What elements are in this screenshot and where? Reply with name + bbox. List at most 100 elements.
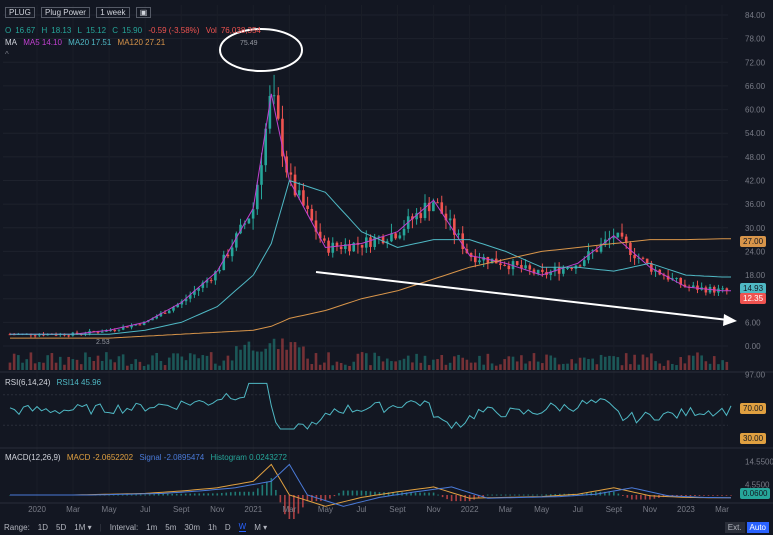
interval-tag[interactable]: 1 week: [96, 7, 130, 18]
volume-bar: [138, 361, 142, 370]
volume-bar: [356, 353, 360, 370]
macd-histogram-bar: [640, 495, 642, 500]
time-tick-label: Jul: [140, 505, 150, 514]
volume-bar: [42, 362, 45, 370]
interval-m[interactable]: M ▾: [254, 522, 268, 532]
candle-body: [390, 233, 393, 242]
volume-bar: [679, 357, 683, 370]
range-5d[interactable]: 5D: [56, 522, 67, 532]
range-1m[interactable]: 1M ▾: [74, 522, 92, 532]
candle-body: [599, 243, 603, 252]
volume-bar: [637, 364, 641, 370]
candle-body: [255, 184, 259, 210]
volume-bar: [503, 359, 506, 370]
range-label: Range:: [4, 522, 30, 532]
volume-bar: [272, 338, 276, 370]
macd-histogram-bar: [117, 494, 119, 496]
volume-bar: [612, 356, 615, 370]
macd-histogram-bar: [365, 490, 367, 496]
candle-body: [293, 174, 297, 196]
macd-histogram-bar: [356, 490, 358, 496]
volume-bar: [126, 365, 129, 370]
volume-bar: [130, 363, 133, 370]
macd-histogram-bar: [130, 494, 133, 496]
candle-body: [427, 202, 431, 212]
volume-bar: [423, 355, 427, 370]
candle-body: [339, 246, 343, 250]
macd-histogram-bar: [414, 492, 417, 496]
candle-body: [318, 231, 322, 239]
volume-bar: [482, 364, 485, 370]
macd-histogram-bar: [157, 493, 160, 496]
volume-bar: [293, 342, 297, 370]
macd-histogram-bar: [135, 494, 137, 496]
candle-body: [335, 242, 339, 247]
candle-body: [134, 324, 138, 326]
range-1d[interactable]: 1D: [37, 522, 49, 532]
ext-button[interactable]: Ext.: [724, 521, 745, 533]
auto-button[interactable]: Auto: [746, 521, 769, 533]
volume-bar: [323, 362, 326, 370]
volume-bar: [260, 351, 263, 370]
macd-histogram-bar: [635, 495, 638, 500]
macd-histogram-bar: [536, 494, 539, 496]
macd-histogram-bar: [437, 494, 439, 496]
interval-d[interactable]: D: [224, 522, 231, 532]
volume-bar: [675, 365, 678, 370]
collapse-icon[interactable]: ^: [5, 50, 9, 59]
candle-body: [578, 265, 582, 267]
macd-histogram-bar: [617, 493, 620, 496]
volume-bar: [205, 355, 209, 370]
volume-bar: [339, 362, 343, 370]
volume-bar: [541, 363, 544, 370]
macd-histogram-bar: [333, 495, 336, 497]
macd-histogram-bar: [279, 495, 282, 503]
macd-histogram-bar: [450, 495, 453, 502]
volume-bar: [457, 354, 460, 370]
volume-bar: [180, 356, 184, 370]
volume-bar: [381, 361, 385, 370]
macd-histogram-bar: [166, 493, 169, 496]
candle-body: [209, 280, 213, 282]
candle-body: [671, 278, 674, 280]
interval-30m[interactable]: 30m: [184, 522, 200, 532]
macd-histogram-bar: [275, 489, 277, 496]
symbol-tag[interactable]: PLUG: [5, 7, 35, 18]
candle-body: [398, 235, 402, 239]
macd-histogram-bar: [653, 495, 656, 499]
time-tick-label: Mar: [715, 505, 729, 514]
price-chart[interactable]: 84.00 78.00 72.00 66.00 60.00 54.00 48.00 42.00…: [0, 0, 773, 519]
volume-bar: [335, 361, 339, 370]
volume-bar: [289, 342, 293, 370]
candle-body: [172, 307, 175, 311]
time-tick-label: Jul: [573, 505, 583, 514]
macd-histogram-bar: [126, 494, 128, 496]
time-tick-label: Sept: [389, 505, 406, 514]
settings-icon[interactable]: ▣: [135, 7, 152, 18]
price-tick-label: 24.00: [745, 247, 766, 256]
macd-histogram-bar: [459, 495, 462, 502]
macd-legend: MACD(12,26,9) MACD -2.0652202 Signal -2.…: [5, 453, 291, 462]
volume-bar: [515, 361, 519, 370]
interval-1m[interactable]: 1m: [146, 522, 158, 532]
candle-body: [725, 288, 729, 291]
candle-body: [214, 271, 217, 281]
time-tick-label: May: [534, 505, 549, 514]
macd-histogram-bar: [581, 493, 584, 496]
volume-bar: [453, 356, 456, 370]
interval-5m[interactable]: 5m: [165, 522, 177, 532]
candle-body: [679, 277, 683, 285]
volume-bar: [302, 346, 305, 370]
volume-bar: [700, 355, 703, 370]
volume-bar: [344, 364, 347, 370]
interval-w[interactable]: W: [238, 522, 247, 532]
macd-histogram-bar: [229, 492, 232, 496]
volume-bar: [214, 363, 217, 370]
volume-bar: [624, 353, 628, 370]
interval-1h[interactable]: 1h: [207, 522, 217, 532]
macd-histogram-bar: [698, 495, 701, 496]
macd-histogram-bar: [225, 492, 228, 496]
candle-body: [272, 95, 276, 97]
macd-histogram-bar: [482, 495, 484, 497]
